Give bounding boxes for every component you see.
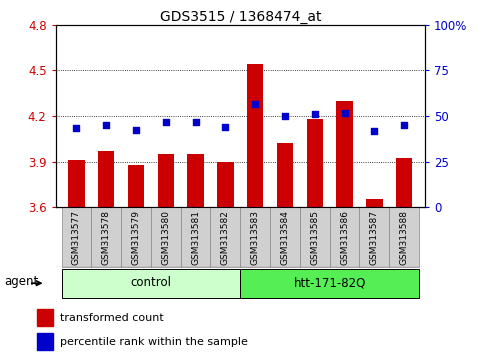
Bar [151,207,181,267]
Point [400,122,408,128]
Text: agent: agent [4,275,39,288]
Bar [181,207,211,267]
Text: GSM313577: GSM313577 [72,210,81,265]
Bar [61,207,91,267]
Point [341,110,348,116]
Text: htt-171-82Q: htt-171-82Q [294,276,366,289]
Bar [389,207,419,267]
Bar [247,64,263,207]
Bar [98,151,114,207]
Bar [366,200,383,207]
Text: control: control [130,276,171,289]
Point [162,119,170,125]
Bar [307,119,323,207]
Text: GSM313582: GSM313582 [221,210,230,265]
Bar [157,154,174,207]
Bar [217,161,234,207]
Text: GSM313578: GSM313578 [102,210,111,265]
Bar [68,160,85,207]
Text: GSM313583: GSM313583 [251,210,260,265]
Point [311,112,319,117]
Bar [300,207,330,267]
Bar [187,154,204,207]
Bar [38,333,53,350]
Bar [211,207,241,267]
Point [222,124,229,130]
Point [72,125,80,131]
Bar [128,165,144,207]
Text: GSM313584: GSM313584 [281,210,289,265]
Bar [121,207,151,267]
Point [370,128,378,134]
Text: GSM313579: GSM313579 [131,210,141,265]
Bar [270,207,300,267]
Point [132,127,140,132]
Text: GSM313587: GSM313587 [370,210,379,265]
Bar [330,207,359,267]
Bar [396,159,412,207]
Bar [61,269,241,297]
Text: percentile rank within the sample: percentile rank within the sample [60,337,248,347]
Text: GSM313585: GSM313585 [310,210,319,265]
Bar [38,309,53,326]
Point [251,101,259,107]
Title: GDS3515 / 1368474_at: GDS3515 / 1368474_at [159,10,321,24]
Bar [359,207,389,267]
Point [192,119,199,125]
Text: transformed count: transformed count [60,313,163,322]
Bar [241,269,419,297]
Text: GSM313581: GSM313581 [191,210,200,265]
Bar [277,143,293,207]
Bar [241,207,270,267]
Point [281,113,289,119]
Text: GSM313580: GSM313580 [161,210,170,265]
Text: GSM313586: GSM313586 [340,210,349,265]
Bar [91,207,121,267]
Bar [336,101,353,207]
Text: GSM313588: GSM313588 [399,210,409,265]
Point [102,122,110,128]
